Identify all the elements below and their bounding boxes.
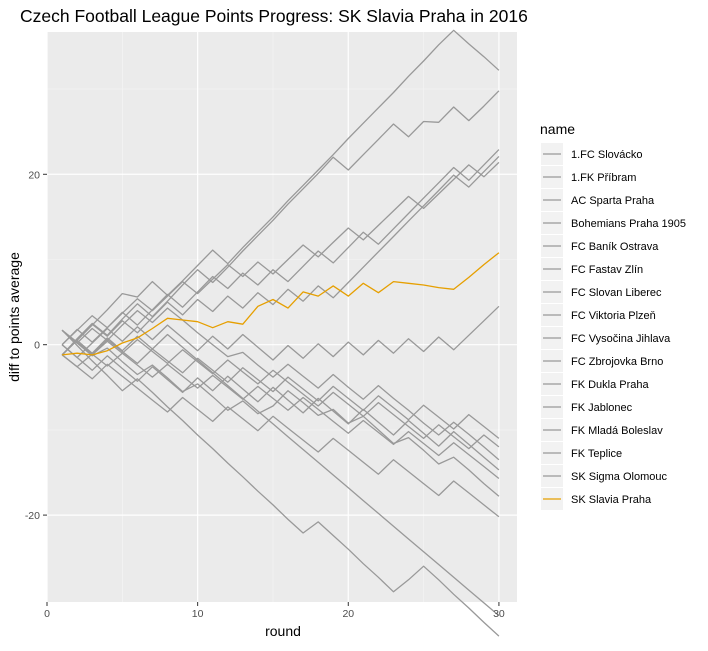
legend: name 1.FC Slovácko 1.FK Příbram AC Sparta … xyxy=(540,121,686,510)
legend-label: Bohemians Praha 1905 xyxy=(571,218,686,230)
y-tick-label: 20 xyxy=(28,169,40,181)
series-line xyxy=(61,354,500,518)
series-line xyxy=(61,307,500,461)
legend-label: FK Mladá Boleslav xyxy=(571,425,663,437)
x-tick-label: 30 xyxy=(493,608,505,620)
x-axis-label: round xyxy=(265,623,301,639)
legend-item: FC Zbrojovka Brno xyxy=(541,350,663,372)
series-line xyxy=(61,29,500,356)
legend-title: name xyxy=(540,121,575,137)
legend-item: FC Vysočina Jihlava xyxy=(541,327,671,349)
legend-item: 1.FK Příbram xyxy=(541,166,636,188)
chart-title: Czech Football League Points Progress: S… xyxy=(20,6,528,26)
legend-label: SK Slavia Praha xyxy=(571,494,652,506)
plot-panel xyxy=(47,32,517,602)
major-gridlines xyxy=(46,32,517,602)
legend-label: FK Jablonec xyxy=(571,402,633,414)
minor-gridlines xyxy=(47,32,517,602)
series-line xyxy=(61,329,500,497)
series-line xyxy=(61,305,500,361)
legend-item: FC Fastav Zlín xyxy=(541,258,643,280)
legend-label: SK Sigma Olomouc xyxy=(571,471,667,483)
x-tick-label: 10 xyxy=(192,608,204,620)
x-tick-label: 20 xyxy=(342,608,354,620)
legend-item: Bohemians Praha 1905 xyxy=(541,212,686,234)
series-line xyxy=(62,252,500,356)
legend-label: FC Baník Ostrava xyxy=(571,241,659,253)
series-line xyxy=(61,90,500,356)
series-line xyxy=(61,329,500,439)
series-line xyxy=(61,155,500,356)
legend-label: AC Sparta Praha xyxy=(571,195,655,207)
legend-label: FK Dukla Praha xyxy=(571,379,650,391)
series-line xyxy=(61,352,500,480)
legend-item: SK Sigma Olomouc xyxy=(541,465,667,487)
legend-item: FC Viktoria Plzeň xyxy=(541,304,656,326)
legend-label: FC Vysočina Jihlava xyxy=(571,333,671,345)
series-lines xyxy=(61,29,500,637)
legend-item: FC Baník Ostrava xyxy=(541,235,659,257)
legend-item: FK Mladá Boleslav xyxy=(541,419,663,441)
legend-item: FK Teplice xyxy=(541,442,622,464)
legend-item: 1.FC Slovácko xyxy=(541,143,643,165)
legend-item: FC Slovan Liberec xyxy=(541,281,662,303)
y-axis-label: diff to points average xyxy=(6,252,22,382)
legend-item: FK Jablonec xyxy=(541,396,633,418)
legend-label: FC Viktoria Plzeň xyxy=(571,310,656,322)
series-line xyxy=(61,161,500,346)
series-line xyxy=(61,329,500,637)
legend-item: AC Sparta Praha xyxy=(541,189,655,211)
legend-label: 1.FK Příbram xyxy=(571,172,636,184)
legend-label: FC Slovan Liberec xyxy=(571,287,662,299)
x-axis: 0 10 20 30 xyxy=(44,602,505,620)
series-line xyxy=(61,344,500,471)
y-tick-label: -20 xyxy=(25,510,40,522)
legend-label: FC Zbrojovka Brno xyxy=(571,356,663,368)
legend-label: FC Fastav Zlín xyxy=(571,264,643,276)
legend-label: FK Teplice xyxy=(571,448,622,460)
series-line xyxy=(61,149,500,346)
legend-item: FK Dukla Praha xyxy=(541,373,650,395)
legend-item: SK Slavia Praha xyxy=(541,488,652,510)
x-tick-label: 0 xyxy=(44,608,50,620)
y-tick-label: 0 xyxy=(34,340,40,352)
legend-label: 1.FC Slovácko xyxy=(571,149,643,161)
y-axis: -20 0 20 xyxy=(25,169,47,522)
